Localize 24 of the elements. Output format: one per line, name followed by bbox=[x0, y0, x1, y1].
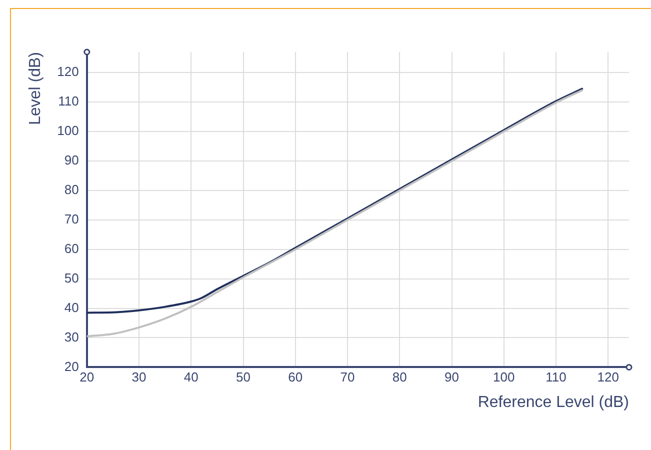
x-tick-label: 90 bbox=[444, 370, 460, 385]
y-tick-label: 120 bbox=[57, 64, 79, 80]
x-tick-label: 20 bbox=[80, 370, 94, 385]
x-tick-label: 50 bbox=[236, 370, 250, 385]
y-tick-label: 30 bbox=[64, 329, 79, 344]
x-tick-label: 110 bbox=[546, 370, 566, 385]
x-tick-label: 60 bbox=[288, 370, 303, 385]
x-tick-label: 120 bbox=[597, 370, 619, 385]
y-tick-label: 60 bbox=[64, 240, 79, 256]
y-tick-label: 40 bbox=[64, 300, 79, 315]
x-tick-label: 40 bbox=[184, 370, 198, 385]
y-tick-label: 50 bbox=[64, 270, 79, 286]
x-tick-label: 80 bbox=[392, 370, 407, 385]
x-tick-label: 100 bbox=[493, 370, 515, 385]
y-tick-label: 70 bbox=[64, 211, 79, 226]
y-tick-label: 20 bbox=[64, 358, 79, 374]
y-tick-label: 100 bbox=[57, 123, 79, 138]
y-tick-label: 110 bbox=[58, 94, 79, 109]
y-axis-title: Level (dB) bbox=[27, 52, 44, 125]
y-tick-label: 90 bbox=[64, 152, 79, 168]
x-tick-label: 30 bbox=[132, 370, 146, 385]
y-tick-label: 80 bbox=[64, 182, 79, 198]
x-tick-label: 70 bbox=[340, 370, 355, 385]
x-axis-title: Reference Level (dB) bbox=[478, 394, 629, 411]
